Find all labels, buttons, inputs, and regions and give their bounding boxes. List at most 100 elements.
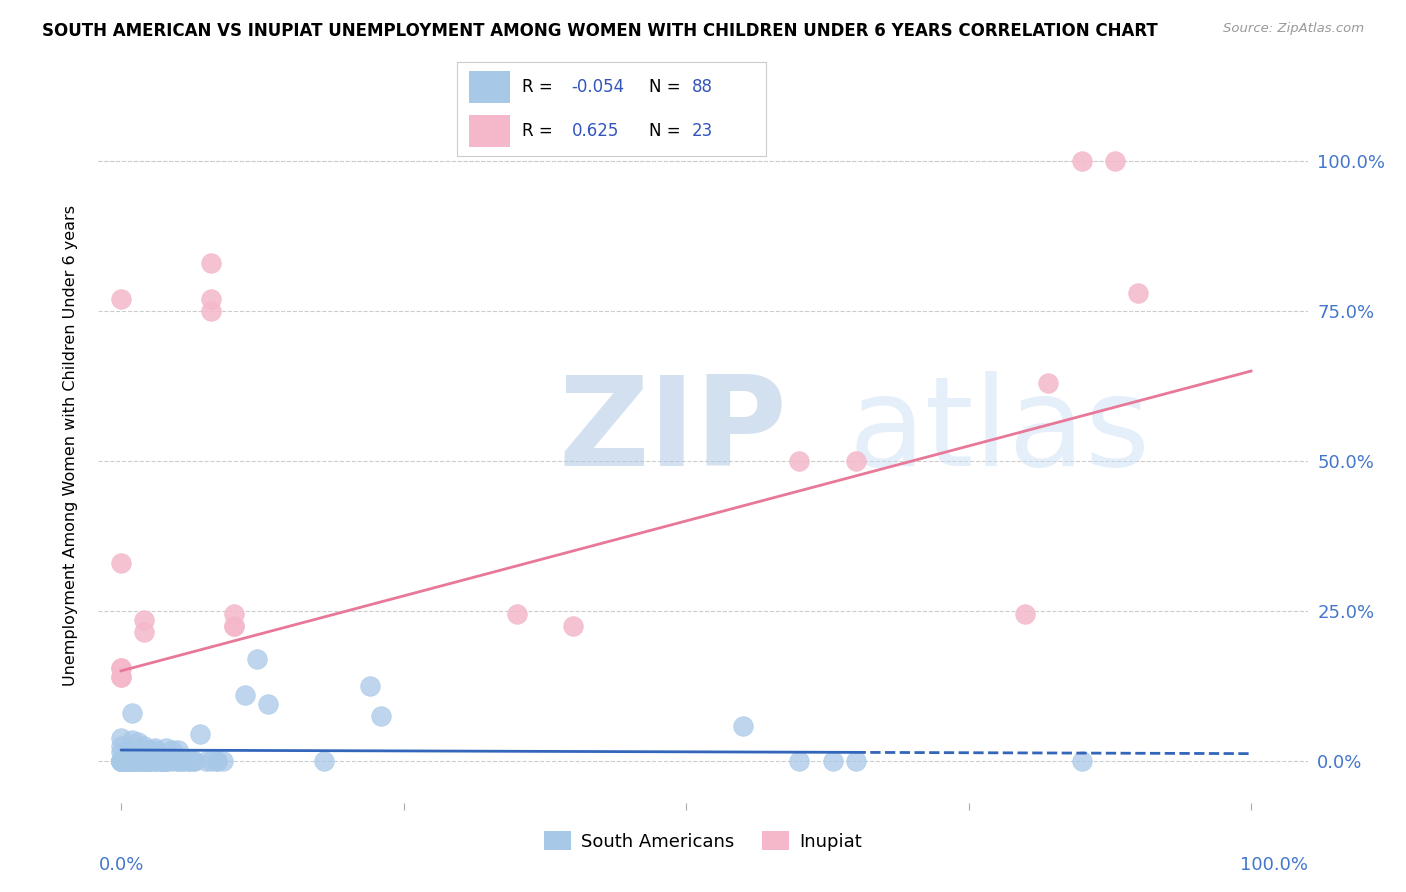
Point	[132, 754, 155, 768]
Point	[1036, 376, 1059, 390]
Point	[115, 754, 138, 768]
Point	[127, 754, 149, 768]
Text: Source: ZipAtlas.com: Source: ZipAtlas.com	[1223, 22, 1364, 36]
Point	[194, 754, 217, 768]
Point	[183, 754, 205, 768]
Point	[110, 754, 132, 768]
Point	[505, 607, 527, 621]
Point	[110, 661, 132, 675]
Point	[115, 754, 138, 768]
Point	[115, 754, 138, 768]
Point	[821, 754, 844, 768]
Point	[1104, 154, 1126, 169]
Point	[200, 754, 222, 768]
Point	[121, 754, 143, 768]
Point	[155, 754, 177, 768]
Point	[115, 754, 138, 768]
Point	[149, 754, 172, 768]
Point	[211, 754, 233, 768]
Point	[787, 754, 810, 768]
Point	[132, 624, 155, 639]
Point	[110, 661, 132, 675]
Point	[359, 679, 381, 693]
Point	[121, 706, 143, 720]
Point	[166, 743, 188, 757]
Point	[110, 754, 132, 768]
Point	[257, 697, 280, 711]
Point	[110, 754, 132, 768]
Point	[155, 754, 177, 768]
Point	[121, 732, 143, 747]
Point	[132, 754, 155, 768]
Point	[222, 619, 245, 633]
Legend: South Americans, Inupiat: South Americans, Inupiat	[536, 824, 870, 858]
Point	[138, 754, 160, 768]
Point	[1014, 607, 1036, 621]
Text: ZIP: ZIP	[558, 371, 786, 492]
Point	[110, 670, 132, 684]
Point	[132, 739, 155, 753]
Point	[1070, 754, 1092, 768]
Text: N =: N =	[648, 122, 681, 140]
Point	[200, 292, 222, 306]
Point	[143, 754, 166, 768]
Text: R =: R =	[522, 78, 553, 95]
Point	[115, 754, 138, 768]
Point	[110, 556, 132, 570]
Point	[121, 754, 143, 768]
Y-axis label: Unemployment Among Women with Children Under 6 years: Unemployment Among Women with Children U…	[63, 205, 77, 687]
Point	[121, 754, 143, 768]
Point	[138, 743, 160, 757]
Point	[143, 740, 166, 755]
Point	[562, 619, 585, 633]
Point	[121, 749, 143, 764]
Point	[143, 754, 166, 768]
Point	[121, 743, 143, 757]
Text: 23: 23	[692, 122, 713, 140]
Point	[121, 754, 143, 768]
FancyBboxPatch shape	[470, 70, 509, 103]
Point	[132, 754, 155, 768]
Point	[155, 754, 177, 768]
Point	[138, 754, 160, 768]
Point	[121, 754, 143, 768]
FancyBboxPatch shape	[470, 115, 509, 147]
Text: 100.0%: 100.0%	[1240, 856, 1308, 874]
Point	[177, 754, 200, 768]
Point	[110, 292, 132, 306]
Point	[233, 688, 256, 702]
Point	[177, 754, 200, 768]
Point	[138, 754, 160, 768]
Point	[166, 754, 188, 768]
Text: SOUTH AMERICAN VS INUPIAT UNEMPLOYMENT AMONG WOMEN WITH CHILDREN UNDER 6 YEARS C: SOUTH AMERICAN VS INUPIAT UNEMPLOYMENT A…	[42, 22, 1159, 40]
Point	[1126, 286, 1149, 301]
Point	[110, 745, 132, 759]
Point	[160, 754, 183, 768]
Point	[370, 709, 392, 723]
Point	[205, 754, 228, 768]
Point	[127, 754, 149, 768]
Point	[110, 754, 132, 768]
Point	[149, 754, 172, 768]
Point	[205, 754, 228, 768]
Point	[132, 613, 155, 627]
Point	[110, 754, 132, 768]
Point	[172, 754, 194, 768]
Point	[132, 754, 155, 768]
Point	[132, 754, 155, 768]
Point	[110, 731, 132, 745]
Point	[222, 607, 245, 621]
Point	[143, 743, 166, 757]
Point	[149, 754, 172, 768]
Point	[787, 454, 810, 468]
Point	[314, 754, 336, 768]
Point	[110, 754, 132, 768]
Point	[121, 749, 143, 764]
Point	[110, 670, 132, 684]
Point	[200, 304, 222, 318]
Point	[149, 754, 172, 768]
Text: N =: N =	[648, 78, 681, 95]
Point	[166, 754, 188, 768]
Point	[155, 740, 177, 755]
Point	[183, 754, 205, 768]
